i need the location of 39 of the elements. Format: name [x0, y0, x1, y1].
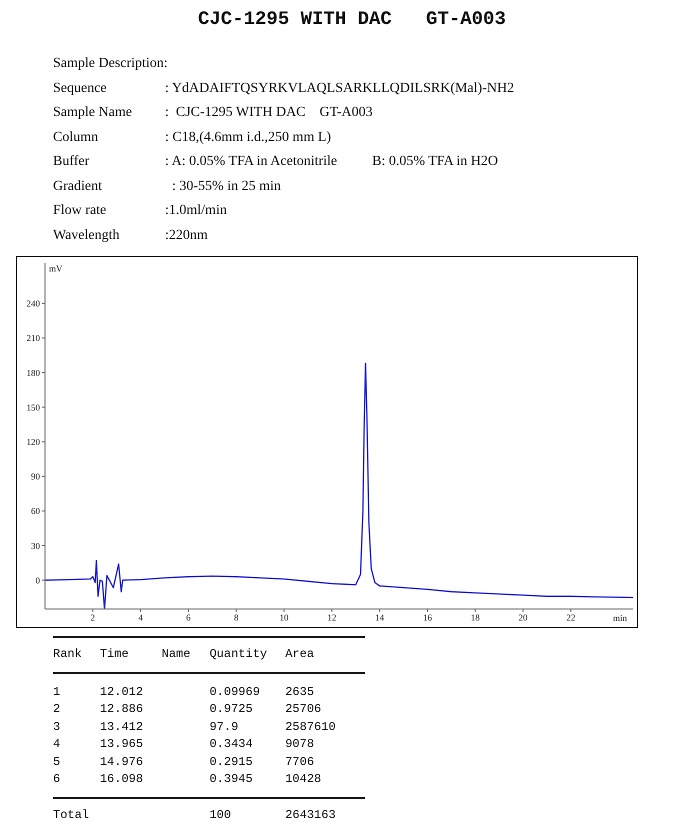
text: Sequence : YdADAIFTQSYRKVLAQLSARKLLQDILSRK(Mal)-NH2 [53, 80, 514, 96]
text: Column : C18,(4.6mm i.d.,250 mm L) [53, 130, 332, 144]
text: Rank Time Name Quantity Area [53, 647, 314, 661]
x-tick-label: 2 [90, 612, 96, 622]
x-tick-label: 10 [280, 612, 290, 622]
text: 3 13.412 97.9 2587610 [53, 720, 336, 734]
y-tick-label: 60 [31, 506, 40, 516]
text: Total 100 2643163 [53, 808, 336, 822]
y-tick-label: 30 [31, 540, 40, 551]
x-tick-label: 6 [186, 612, 192, 622]
x-axis-title: min [612, 613, 628, 623]
x-tick-label: 18 [470, 612, 480, 622]
x-tick-label: 20 [518, 612, 528, 622]
text: 5 14.976 0.2915 7706 [53, 754, 314, 768]
y-tick-label: 150 [26, 402, 40, 412]
text: 6 16.098 0.3945 10428 [53, 772, 322, 786]
text: 1 12.012 0.09969 2635 [53, 684, 314, 698]
text: Flow rate :1.0ml/min [53, 203, 227, 218]
x-tick-label: 8 [234, 612, 239, 622]
text: Sample Name : CJC-1295 WITH DAC GT-A003 [53, 105, 373, 120]
text: Wavelength :220nm [53, 228, 208, 242]
y-tick-label: 180 [26, 368, 40, 378]
y-tick-label: 210 [26, 333, 40, 344]
y-tick-label: 120 [26, 436, 40, 447]
y-tick-label: 0 [36, 575, 40, 586]
y-tick-label: 90 [31, 472, 40, 482]
text: Gradient : 30-55% in 25 min [53, 178, 281, 194]
text: 2 12.886 0.9725 25706 [53, 702, 322, 716]
chart-title: CJC-1295 WITH DAC GT-A003 [198, 8, 507, 30]
x-tick-label: 12 [327, 612, 336, 622]
y-tick-label: 240 [26, 298, 40, 309]
text: Buffer : A: 0.05% TFA in Acetonitrile B: 0.05% TFA in H2O [53, 154, 498, 169]
y-axis-title: mV [49, 263, 63, 274]
x-tick-label: 4 [138, 612, 144, 622]
x-tick-label: 14 [375, 612, 385, 622]
x-tick-label: 22 [566, 612, 576, 622]
x-tick-label: 16 [422, 612, 432, 622]
text: 4 13.965 0.3434 9078 [53, 737, 314, 751]
text: Sample Description: [53, 55, 168, 73]
